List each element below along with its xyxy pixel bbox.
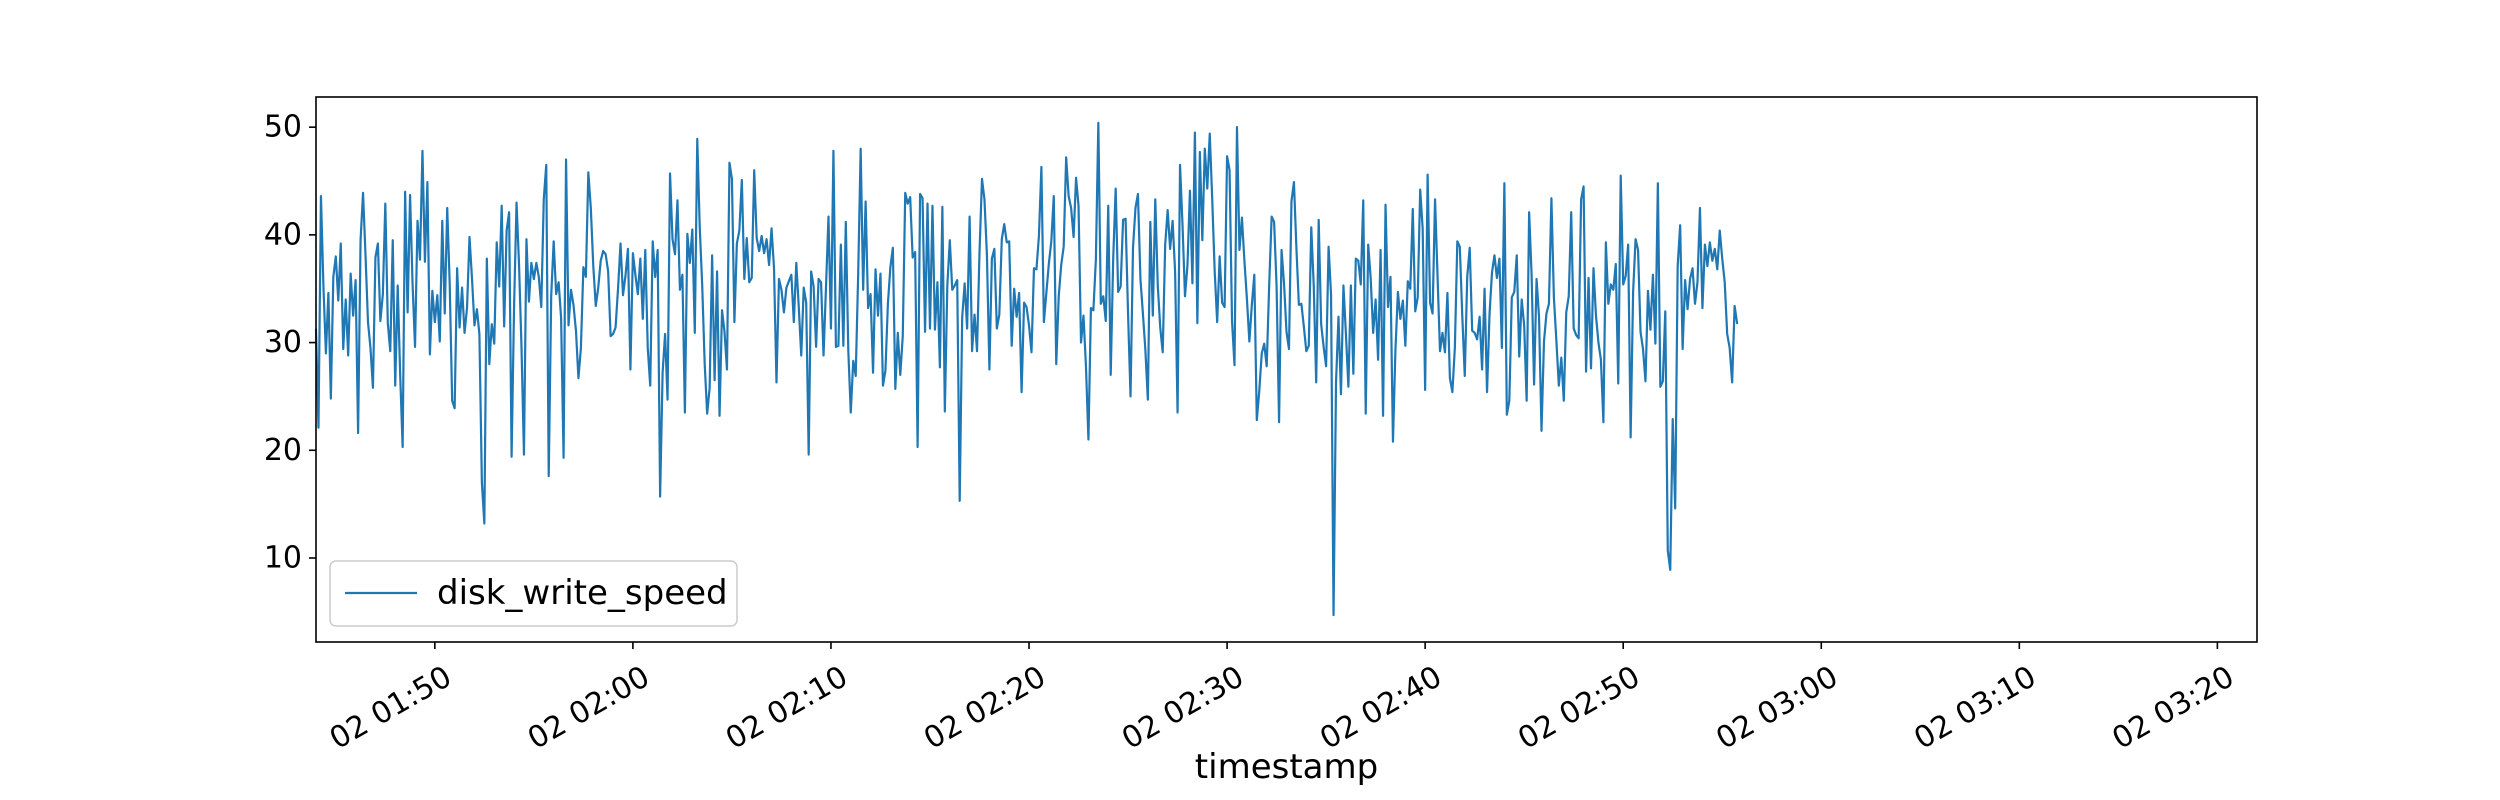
series-line-disk-write-speed (314, 121, 1739, 617)
plot-area (314, 121, 1739, 617)
y-tick-label: 20 (264, 433, 302, 468)
x-axis-label: timestamp (1195, 747, 1378, 787)
legend: disk_write_speed (329, 560, 738, 627)
y-tick-label: 30 (264, 325, 302, 360)
legend-box (329, 560, 738, 627)
legend-label: disk_write_speed (437, 573, 728, 613)
y-tick-label: 50 (264, 110, 302, 145)
y-tick-label: 10 (264, 540, 302, 575)
y-tick-label: 40 (264, 217, 302, 252)
axes-frame (315, 96, 2258, 643)
